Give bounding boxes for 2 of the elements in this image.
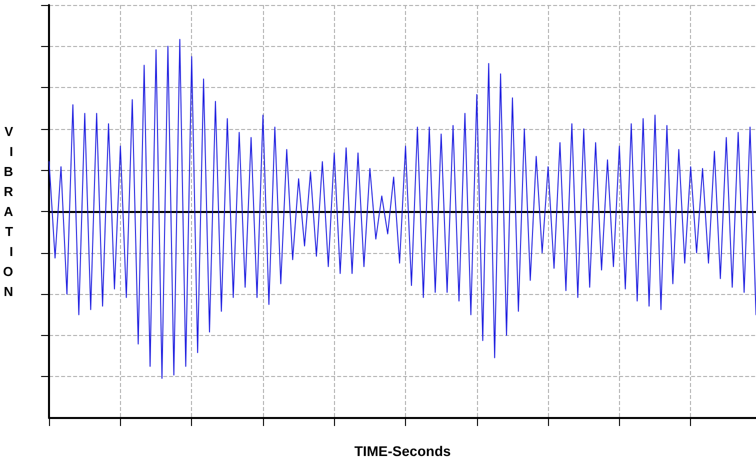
text: VIBRATION xyxy=(2,124,14,299)
x-axis-title: TIME-Seconds xyxy=(354,443,451,459)
